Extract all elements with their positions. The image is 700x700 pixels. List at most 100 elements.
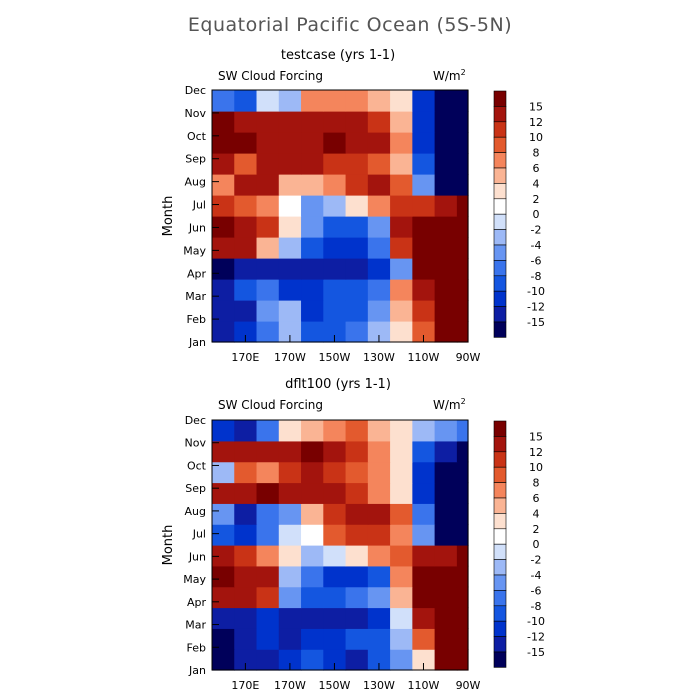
heatmap-cell: [434, 132, 458, 154]
colorbar-label: 8: [533, 147, 540, 160]
heatmap-cell: [323, 195, 347, 217]
colorbar-label: -10: [527, 285, 545, 298]
heatmap-cell: [456, 279, 469, 301]
x-tick-label: 90W: [456, 351, 481, 364]
heatmap-cell: [234, 111, 258, 133]
heatmap-cell: [256, 440, 280, 463]
heatmap-cell: [434, 216, 458, 238]
heatmap-cell: [412, 503, 436, 525]
figure-title: Equatorial Pacific Ocean (5S-5N): [188, 14, 512, 36]
heatmap-cell: [456, 628, 469, 650]
y-tick-label: Mar: [185, 290, 206, 303]
colorbar-label: -10: [527, 615, 545, 628]
colorbar-label: 15: [529, 430, 543, 443]
colorbar-label: 0: [533, 538, 540, 551]
y-tick-label: May: [183, 573, 206, 586]
heatmap-cell: [212, 153, 235, 175]
heatmap-cell: [212, 503, 235, 525]
heatmap-cell: [256, 132, 280, 154]
heatmap-cell: [323, 237, 347, 259]
heatmap-cell: [256, 174, 280, 196]
heatmap-cell: [412, 607, 436, 629]
colorbar-swatch: [493, 198, 507, 215]
heatmap-cell: [234, 586, 258, 609]
axes: Jan Feb Mar Apr May Jun Jul Aug Sep Oct Nov Dec 170E…: [183, 84, 480, 364]
heatmap-cell: [234, 216, 258, 238]
heatmap-cell: [256, 545, 280, 567]
heatmap-cell: [278, 607, 302, 629]
heatmap-cell: [345, 174, 369, 196]
heatmap-cell: [301, 628, 324, 650]
y-tick-label: Apr: [187, 596, 207, 609]
heatmap-cell: [256, 649, 280, 671]
heatmap-cell: [234, 174, 258, 196]
heatmap-cell: [390, 195, 413, 217]
colorbar-swatch: [493, 420, 507, 437]
heatmap-cell: [212, 649, 235, 671]
heatmap-cell: [412, 258, 436, 280]
heatmap-cell: [456, 440, 469, 463]
heatmap-cell: [234, 153, 258, 175]
heatmap-cell: [323, 153, 347, 175]
heatmap-cell: [412, 565, 436, 588]
heatmap-cell: [456, 545, 469, 567]
heatmap-cell: [456, 195, 469, 217]
heatmap-cell: [390, 279, 413, 301]
heatmap-cell: [345, 545, 369, 567]
heatmap-cell: [390, 607, 413, 629]
heatmap-cell: [256, 216, 280, 238]
heatmap-cell: [390, 111, 413, 133]
heatmap-cell: [367, 586, 391, 609]
heatmap-cell: [345, 628, 369, 650]
heatmap-cell: [345, 607, 369, 629]
heatmap-cell: [345, 420, 369, 442]
heatmap-cell: [367, 153, 391, 175]
heatmap-cell: [212, 440, 235, 463]
heatmap-cell: [323, 524, 347, 546]
heatmap-cell: [434, 482, 458, 504]
colorbar-label: -12: [527, 301, 545, 314]
heatmap-cell: [234, 440, 258, 463]
heatmap-cell: [434, 565, 458, 588]
colorbar-swatch: [493, 574, 507, 591]
heatmap-cell: [278, 461, 302, 484]
heatmap-cell: [412, 586, 436, 609]
heatmap-cell: [256, 321, 280, 343]
heatmap-cell: [367, 321, 391, 343]
colorbar-swatch: [493, 136, 507, 153]
heatmap-cell: [234, 300, 258, 322]
heatmap-cell: [456, 216, 469, 238]
heatmap-cell: [301, 607, 324, 629]
heatmap-cell: [367, 524, 391, 546]
variable-label: SW Cloud Forcing: [218, 69, 323, 83]
heatmap-cell: [390, 237, 413, 259]
heatmap-cell: [323, 216, 347, 238]
y-axis-title: Month: [161, 196, 176, 237]
heatmap-cell: [434, 649, 458, 671]
heatmap-cell: [456, 300, 469, 322]
heatmap-cell: [256, 237, 280, 259]
y-tick-label: Aug: [185, 505, 206, 518]
heatmap-cell: [278, 153, 302, 175]
colorbar-swatch: [493, 260, 507, 277]
heatmap-cell: [323, 649, 347, 671]
colorbar-swatch: [493, 559, 507, 576]
heatmap-cell: [256, 586, 280, 609]
colorbar-swatch: [493, 590, 507, 607]
heatmap-cell: [390, 461, 413, 484]
heatmap-cell: [390, 649, 413, 671]
heatmap-cell: [412, 300, 436, 322]
axes: Jan Feb Mar Apr May Jun Jul Aug Sep Oct Nov Dec 170E…: [183, 414, 480, 692]
heatmap-cell: [367, 607, 391, 629]
heatmap-cell: [345, 132, 369, 154]
heatmap-cell: [390, 216, 413, 238]
plot-frame: [211, 419, 469, 671]
colorbar-swatch: [493, 543, 507, 560]
colorbar-swatch: [493, 306, 507, 323]
heatmap-cell: [434, 237, 458, 259]
heatmap-cell: [212, 174, 235, 196]
variable-label: SW Cloud Forcing: [218, 398, 323, 412]
heatmap-cell: [256, 300, 280, 322]
x-tick-label: 150W: [318, 351, 350, 364]
heatmap-cell: [345, 216, 369, 238]
